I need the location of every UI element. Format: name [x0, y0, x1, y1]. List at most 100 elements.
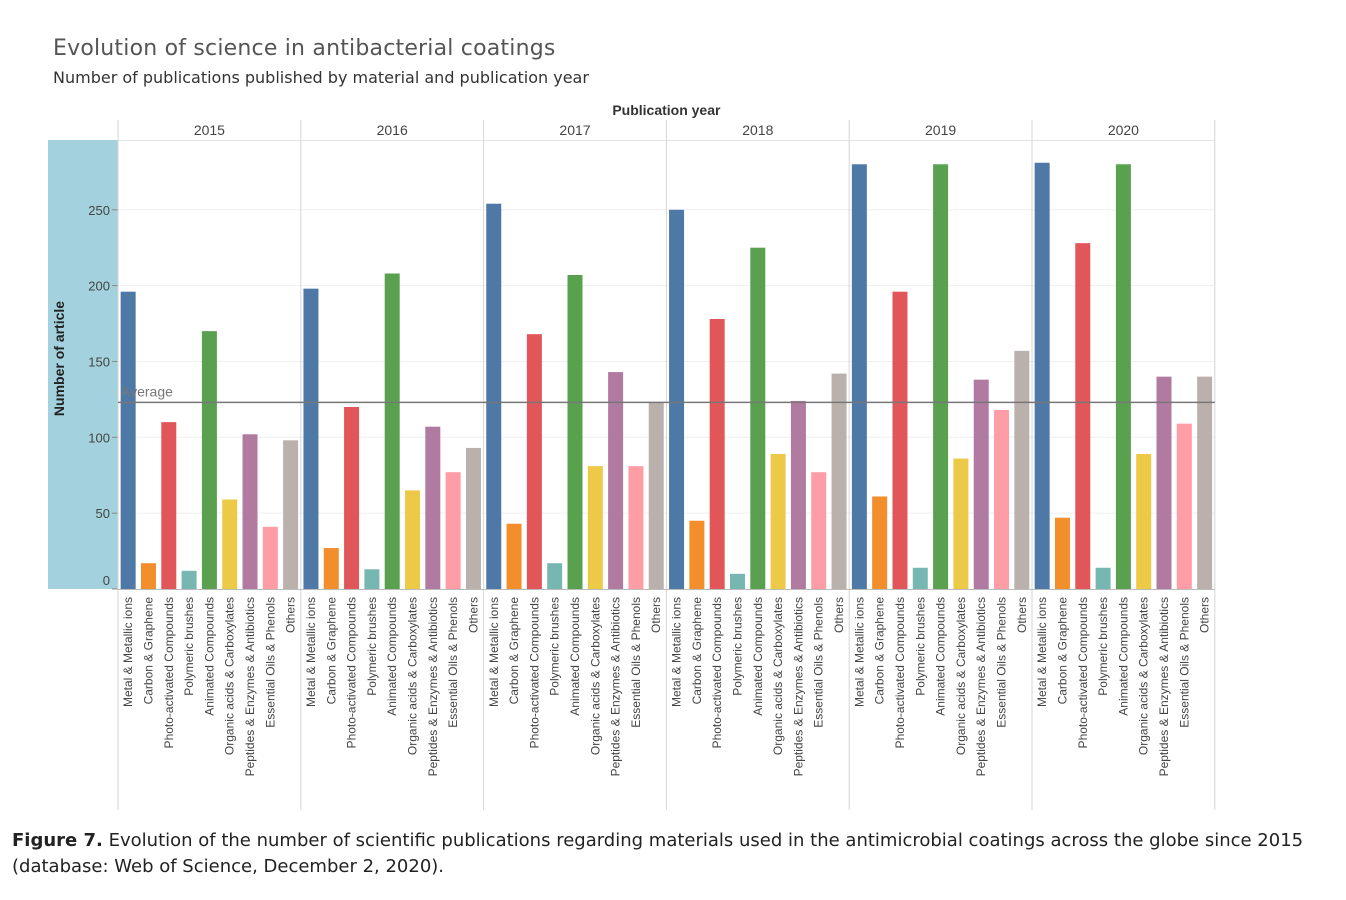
bar — [628, 466, 644, 589]
category-label: Animated Compounds — [934, 597, 948, 716]
bar — [811, 472, 827, 589]
category-label: Others — [1198, 597, 1212, 633]
y-axis-title: Number of article — [51, 301, 67, 416]
category-label: Organic acids & Carboxylates — [954, 597, 968, 755]
bar — [161, 422, 177, 589]
bar-chart: Publication year Number of article 0 50 100 1… — [48, 102, 1216, 810]
category-label: Peptides & Enzymes & Antibiotics — [974, 597, 988, 776]
bar — [323, 548, 339, 589]
bar — [344, 406, 360, 589]
y-tick-label: 150 — [88, 354, 110, 369]
year-label: 2016 — [377, 122, 408, 138]
bar — [181, 570, 197, 589]
y-tick-label: 100 — [88, 430, 110, 445]
bar — [933, 164, 949, 589]
year-label: 2017 — [559, 122, 590, 138]
bar — [303, 288, 319, 589]
bar — [1115, 164, 1131, 589]
bar — [526, 334, 542, 589]
category-label: Carbon & Graphene — [324, 597, 338, 705]
bar — [851, 164, 867, 589]
bar — [222, 499, 238, 589]
category-label: Photo-activated Compounds — [893, 597, 907, 748]
y-axis-highlight — [48, 140, 118, 589]
bar — [1014, 350, 1030, 589]
bar — [750, 247, 766, 589]
bar — [1034, 162, 1050, 590]
category-label: Others — [1015, 597, 1029, 633]
category-label: Metal & Metallic ions — [304, 597, 318, 707]
y-tick-label: 200 — [88, 279, 110, 294]
bar — [1075, 243, 1091, 589]
bar — [364, 569, 380, 589]
category-label: Photo-activated Compounds — [162, 597, 176, 748]
bar — [384, 273, 400, 589]
bar — [486, 203, 502, 589]
category-label: Animated Compounds — [202, 597, 216, 716]
category-label: Peptides & Enzymes & Antibiotics — [426, 597, 440, 776]
bar — [405, 490, 421, 589]
category-label: Peptides & Enzymes & Antibiotics — [1157, 597, 1171, 776]
category-label: Peptides & Enzymes & Antibiotics — [609, 597, 623, 776]
category-label: Organic acids & Carboxylates — [588, 597, 602, 755]
category-label: Others — [466, 597, 480, 633]
category-label: Organic acids & Carboxylates — [771, 597, 785, 755]
category-label: Animated Compounds — [385, 597, 399, 716]
figure-caption: Figure 7. Evolution of the number of sci… — [12, 828, 1332, 880]
category-label: Others — [832, 597, 846, 633]
category-label: Peptides & Enzymes & Antibiotics — [243, 597, 257, 776]
bar — [1156, 376, 1172, 589]
category-label: Photo-activated Compounds — [710, 597, 724, 748]
bar — [1176, 423, 1192, 589]
year-label: 2015 — [194, 122, 225, 138]
bar — [709, 318, 725, 589]
bar — [445, 472, 461, 589]
category-label: Polymeric brushes — [1096, 597, 1110, 696]
x-axis-title: Publication year — [612, 102, 721, 118]
bar — [872, 496, 888, 589]
category-label: Polymeric brushes — [548, 597, 562, 696]
y-tick-label: 50 — [96, 506, 110, 521]
category-label: Polymeric brushes — [365, 597, 379, 696]
caption-text: Evolution of the number of scientific pu… — [12, 830, 1304, 877]
category-label: Organic acids & Carboxylates — [1137, 597, 1151, 755]
bar — [140, 563, 156, 589]
bar — [120, 291, 136, 589]
category-label: Essential Oils & Phenols — [812, 597, 826, 728]
year-label: 2018 — [742, 122, 773, 138]
category-label: Animated Compounds — [568, 597, 582, 716]
bar — [648, 402, 664, 589]
bar — [669, 209, 685, 589]
category-label: Animated Compounds — [751, 597, 765, 716]
bar — [994, 410, 1010, 589]
category-label: Metal & Metallic ions — [1035, 597, 1049, 707]
category-label: Essential Oils & Phenols — [263, 597, 277, 728]
bar — [953, 458, 969, 589]
bar — [262, 526, 278, 589]
bar — [567, 275, 583, 589]
category-label: Photo-activated Compounds — [345, 597, 359, 748]
category-label: Essential Oils & Phenols — [446, 597, 460, 728]
bar — [1054, 517, 1070, 589]
category-label: Essential Oils & Phenols — [629, 597, 643, 728]
category-label: Carbon & Graphene — [1055, 597, 1069, 705]
bar — [283, 440, 299, 589]
category-label: Essential Oils & Phenols — [1177, 597, 1191, 728]
category-label: Carbon & Graphene — [141, 597, 155, 705]
year-label: 2020 — [1108, 122, 1139, 138]
category-label: Metal & Metallic ions — [670, 597, 684, 707]
bar — [892, 291, 908, 589]
caption-label: Figure 7. — [12, 830, 103, 851]
category-label: Others — [284, 597, 298, 633]
year-label: 2019 — [925, 122, 956, 138]
category-label: Photo-activated Compounds — [1076, 597, 1090, 748]
bar — [912, 567, 928, 589]
average-label: Average — [121, 383, 173, 399]
category-label: Peptides & Enzymes & Antibiotics — [791, 597, 805, 776]
y-tick-label: 250 — [88, 203, 110, 218]
bar — [1197, 376, 1213, 589]
bar — [608, 372, 624, 589]
bar — [729, 573, 745, 589]
category-label: Metal & Metallic ions — [852, 597, 866, 707]
category-label: Carbon & Graphene — [690, 597, 704, 705]
